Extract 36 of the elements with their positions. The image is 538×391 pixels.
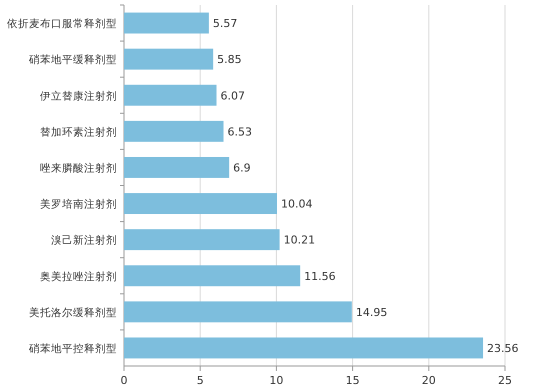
data-label: 10.21 [284, 234, 316, 247]
x-tick-label: 10 [269, 374, 284, 387]
bar [124, 120, 224, 142]
bar [124, 229, 280, 250]
x-tick-label: 5 [196, 374, 204, 387]
bar [124, 337, 484, 358]
data-label: 14.95 [356, 306, 388, 319]
bar [124, 301, 352, 322]
bar [124, 156, 230, 178]
data-label: 10.04 [281, 198, 313, 211]
y-tick-label: 溴己新注射剂 [51, 234, 117, 247]
x-tick-label: 20 [422, 374, 436, 387]
y-tick-label: 依折麦布口服常释剂型 [7, 17, 117, 30]
y-tick-label: 伊立替康注射剂 [40, 89, 117, 102]
bar [124, 193, 278, 214]
y-tick-label: 美罗培南注射剂 [40, 198, 117, 211]
y-tick-label: 硝苯地平缓释剂型 [28, 53, 117, 66]
data-label: 5.57 [212, 17, 238, 30]
x-tick-label: 0 [120, 374, 128, 387]
data-label: 11.56 [304, 270, 336, 283]
data-label: 6.9 [233, 161, 251, 174]
bar [124, 84, 217, 106]
x-tick-label: 15 [346, 374, 360, 387]
y-tick-label: 唑来膦酸注射剂 [40, 161, 117, 174]
x-tick-label: 25 [498, 374, 512, 387]
y-tick-label: 硝苯地平控释剂型 [28, 342, 117, 355]
bar [124, 265, 300, 286]
data-label: 5.85 [217, 53, 242, 66]
y-tick-label: 替加环素注射剂 [40, 125, 117, 138]
bar [124, 48, 214, 70]
bar [124, 12, 209, 34]
y-tick-label: 美托洛尔缓释剂型 [29, 306, 117, 319]
data-label: 23.56 [487, 342, 519, 355]
data-label: 6.07 [220, 89, 246, 102]
data-label: 6.53 [228, 125, 252, 138]
y-tick-label: 奥美拉唑注射剂 [40, 270, 117, 283]
